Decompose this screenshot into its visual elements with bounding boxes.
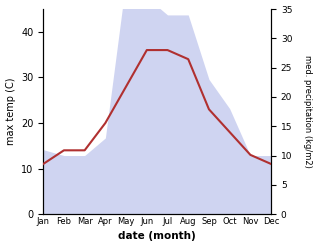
Y-axis label: med. precipitation (kg/m2): med. precipitation (kg/m2) [303, 55, 313, 168]
X-axis label: date (month): date (month) [118, 231, 196, 242]
Y-axis label: max temp (C): max temp (C) [5, 78, 16, 145]
